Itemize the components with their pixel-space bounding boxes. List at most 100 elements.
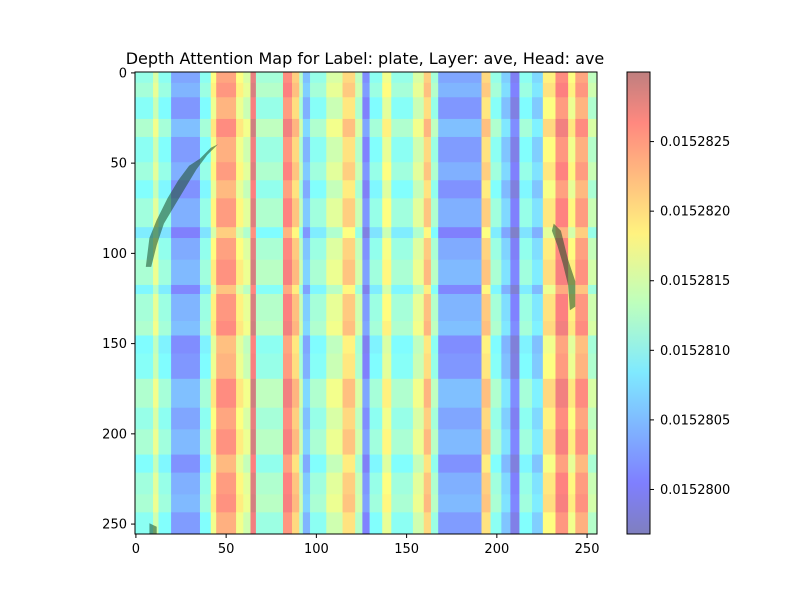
- heatmap-cell: [292, 512, 300, 534]
- heatmap-cell: [243, 353, 252, 380]
- heatmap-cell: [423, 162, 432, 181]
- heatmap-cell: [342, 512, 356, 534]
- heatmap-cell: [299, 238, 304, 261]
- colorbar-tick-label: 0.0152815: [660, 274, 730, 289]
- heatmap-cell: [153, 512, 160, 534]
- heatmap-cell: [438, 227, 483, 239]
- heatmap-cell: [199, 512, 212, 534]
- heatmap-cell: [542, 454, 557, 474]
- heatmap-cell: [250, 378, 257, 409]
- heatmap-cell: [299, 378, 304, 409]
- x-tick-label: 0: [132, 542, 140, 557]
- heatmap-cell: [282, 378, 293, 409]
- heatmap-cell: [250, 162, 257, 181]
- heatmap-cell: [243, 238, 252, 261]
- heatmap-cell: [326, 472, 344, 495]
- heatmap-cell: [292, 136, 300, 163]
- heatmap-cell: [236, 378, 244, 409]
- heatmap-cell: [575, 180, 589, 199]
- heatmap-cell: [158, 472, 172, 495]
- heatmap-cell: [255, 407, 284, 430]
- heatmap-cell: [292, 162, 300, 181]
- heatmap-cell: [199, 353, 212, 380]
- heatmap-cell: [362, 293, 371, 322]
- heatmap-cell: [501, 82, 511, 98]
- heatmap-cell: [299, 136, 304, 163]
- heatmap-cell: [362, 118, 371, 138]
- heatmap-cell: [587, 136, 597, 163]
- heatmap-cell: [568, 321, 576, 337]
- heatmap-cell: [299, 72, 304, 84]
- heatmap-cell: [199, 293, 212, 322]
- heatmap-cell: [568, 118, 576, 138]
- heatmap-cell: [369, 429, 383, 456]
- heatmap-cell: [575, 238, 589, 261]
- heatmap-cell: [391, 238, 414, 261]
- heatmap-cell: [542, 321, 557, 337]
- heatmap-cell: [310, 407, 327, 430]
- heatmap-cell: [555, 378, 569, 409]
- heatmap-cell: [568, 227, 576, 239]
- heatmap-cell: [430, 97, 439, 120]
- heatmap-cell: [555, 454, 569, 474]
- heatmap-cell: [210, 118, 217, 138]
- heatmap-cell: [519, 407, 533, 430]
- heatmap-cell: [532, 335, 544, 355]
- heatmap-cell: [302, 259, 311, 286]
- heatmap-cell: [362, 227, 371, 239]
- heatmap-cell: [490, 97, 502, 120]
- heatmap-cell: [292, 472, 300, 495]
- heatmap-cell: [391, 512, 414, 534]
- heatmap-cell: [412, 407, 425, 430]
- heatmap-cell: [490, 72, 502, 84]
- heatmap-cell: [302, 238, 311, 261]
- heatmap-cell: [510, 97, 520, 120]
- heatmap-cell: [282, 162, 293, 181]
- heatmap-cell: [412, 378, 425, 409]
- heatmap-cell: [430, 335, 439, 355]
- heatmap-cell: [481, 72, 492, 84]
- heatmap-cell: [369, 494, 383, 513]
- heatmap-cell: [236, 118, 244, 138]
- heatmap-cell: [568, 198, 576, 228]
- heatmap-cell: [216, 97, 237, 120]
- heatmap-cell: [532, 238, 544, 261]
- heatmap-cell: [250, 407, 257, 430]
- heatmap-cell: [510, 180, 520, 199]
- heatmap-cell: [158, 259, 172, 286]
- heatmap-cell: [423, 353, 432, 380]
- heatmap-cell: [199, 494, 212, 513]
- colorbar-tick-label: 0.0152800: [660, 483, 730, 498]
- heatmap-cell: [362, 321, 371, 337]
- heatmap-cell: [382, 136, 392, 163]
- heatmap-cell: [310, 162, 327, 181]
- heatmap-cell: [355, 162, 363, 181]
- heatmap-cell: [153, 180, 160, 199]
- heatmap-cell: [369, 259, 383, 286]
- heatmap-cell: [412, 72, 425, 84]
- heatmap-cell: [243, 512, 252, 534]
- heatmap-cell: [250, 136, 257, 163]
- heatmap-cell: [135, 378, 154, 409]
- heatmap-cell: [255, 321, 284, 337]
- heatmap-cell: [568, 429, 576, 456]
- heatmap-cell: [210, 180, 217, 199]
- heatmap-cell: [382, 180, 392, 199]
- heatmap-cell: [501, 353, 511, 380]
- heatmap-cell: [153, 162, 160, 181]
- heatmap-cell: [210, 136, 217, 163]
- heatmap-cell: [542, 378, 557, 409]
- heatmap-cell: [299, 454, 304, 474]
- heatmap-cell: [255, 227, 284, 239]
- heatmap-cell: [153, 259, 160, 286]
- heatmap-cell: [135, 284, 154, 295]
- heatmap-cell: [423, 512, 432, 534]
- heatmap-cell: [423, 198, 432, 228]
- heatmap-cell: [250, 454, 257, 474]
- heatmap-cell: [158, 494, 172, 513]
- heatmap-cell: [326, 136, 344, 163]
- heatmap-cell: [519, 97, 533, 120]
- heatmap-cell: [438, 407, 483, 430]
- heatmap-cell: [481, 227, 492, 239]
- heatmap-cell: [135, 353, 154, 380]
